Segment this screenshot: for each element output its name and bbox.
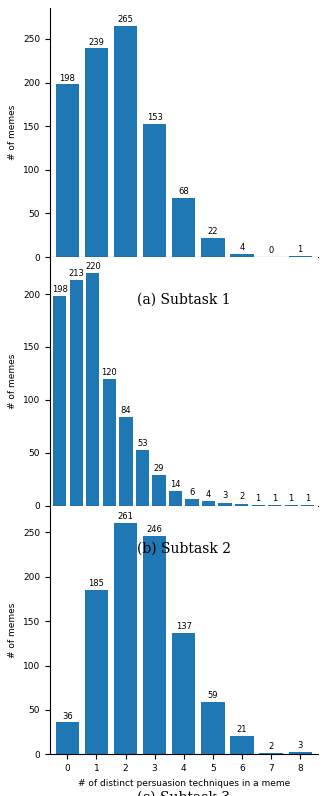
Bar bbox=[230, 736, 254, 755]
Bar bbox=[172, 633, 195, 755]
Bar bbox=[119, 417, 132, 505]
Bar bbox=[114, 523, 137, 755]
Bar bbox=[235, 504, 248, 505]
Bar bbox=[85, 590, 108, 755]
Text: 246: 246 bbox=[147, 525, 163, 534]
Text: 1: 1 bbox=[305, 494, 310, 502]
Bar bbox=[143, 536, 166, 755]
Text: (c) Subtask 3: (c) Subtask 3 bbox=[137, 790, 230, 796]
Text: 4: 4 bbox=[239, 243, 244, 252]
Text: 220: 220 bbox=[85, 262, 101, 271]
Bar bbox=[185, 499, 199, 505]
Bar bbox=[230, 254, 254, 257]
X-axis label: # of instances of persuasion techniques in a meme: # of instances of persuasion techniques … bbox=[67, 530, 301, 539]
Text: (b) Subtask 2: (b) Subtask 2 bbox=[137, 541, 231, 556]
Text: 185: 185 bbox=[88, 579, 104, 588]
Bar bbox=[259, 752, 283, 755]
Text: 29: 29 bbox=[154, 464, 164, 473]
Text: 213: 213 bbox=[68, 269, 84, 278]
X-axis label: # of distinct persuasion techniques in a meme: # of distinct persuasion techniques in a… bbox=[78, 281, 290, 291]
Text: 1: 1 bbox=[298, 245, 303, 255]
Bar bbox=[114, 25, 137, 257]
Bar bbox=[172, 197, 195, 257]
X-axis label: # of distinct persuasion techniques in a meme: # of distinct persuasion techniques in a… bbox=[78, 778, 290, 788]
Bar bbox=[289, 751, 312, 755]
Bar bbox=[85, 49, 108, 257]
Text: 198: 198 bbox=[59, 73, 75, 83]
Y-axis label: # of memes: # of memes bbox=[8, 105, 17, 160]
Bar bbox=[70, 280, 83, 505]
Bar bbox=[53, 296, 67, 505]
Text: 120: 120 bbox=[101, 368, 117, 377]
Bar bbox=[289, 256, 312, 257]
Text: 239: 239 bbox=[88, 37, 104, 47]
Y-axis label: # of memes: # of memes bbox=[8, 353, 17, 409]
Bar bbox=[136, 450, 149, 505]
Bar bbox=[56, 723, 79, 755]
Bar bbox=[86, 273, 99, 505]
Text: 1: 1 bbox=[289, 494, 294, 502]
Text: 21: 21 bbox=[237, 725, 247, 734]
Text: 265: 265 bbox=[118, 15, 133, 24]
Text: 3: 3 bbox=[298, 741, 303, 750]
Text: 84: 84 bbox=[121, 406, 131, 415]
Text: 59: 59 bbox=[208, 691, 218, 700]
Text: 2: 2 bbox=[239, 493, 244, 501]
Text: 68: 68 bbox=[178, 187, 189, 196]
Text: 2: 2 bbox=[269, 742, 274, 751]
Bar bbox=[201, 238, 225, 257]
Bar bbox=[201, 702, 225, 755]
Text: 53: 53 bbox=[137, 439, 148, 447]
Y-axis label: # of memes: # of memes bbox=[8, 603, 17, 657]
Bar bbox=[169, 491, 182, 505]
Text: 137: 137 bbox=[176, 622, 192, 631]
Text: 6: 6 bbox=[189, 488, 195, 498]
Text: 36: 36 bbox=[62, 712, 73, 720]
Text: 4: 4 bbox=[206, 490, 211, 499]
Bar bbox=[103, 379, 116, 505]
Text: 22: 22 bbox=[208, 227, 218, 236]
Text: 198: 198 bbox=[52, 285, 68, 294]
Text: 153: 153 bbox=[147, 113, 163, 122]
Text: 14: 14 bbox=[170, 480, 181, 489]
Text: 0: 0 bbox=[269, 246, 274, 256]
Bar bbox=[202, 501, 215, 505]
Text: (a) Subtask 1: (a) Subtask 1 bbox=[137, 293, 230, 306]
Bar bbox=[152, 475, 166, 505]
Text: 1: 1 bbox=[272, 494, 277, 502]
Bar bbox=[218, 502, 232, 505]
Text: 261: 261 bbox=[118, 512, 133, 521]
Bar bbox=[143, 123, 166, 257]
Text: 3: 3 bbox=[222, 491, 228, 501]
Text: 1: 1 bbox=[256, 494, 261, 502]
Bar bbox=[56, 84, 79, 257]
